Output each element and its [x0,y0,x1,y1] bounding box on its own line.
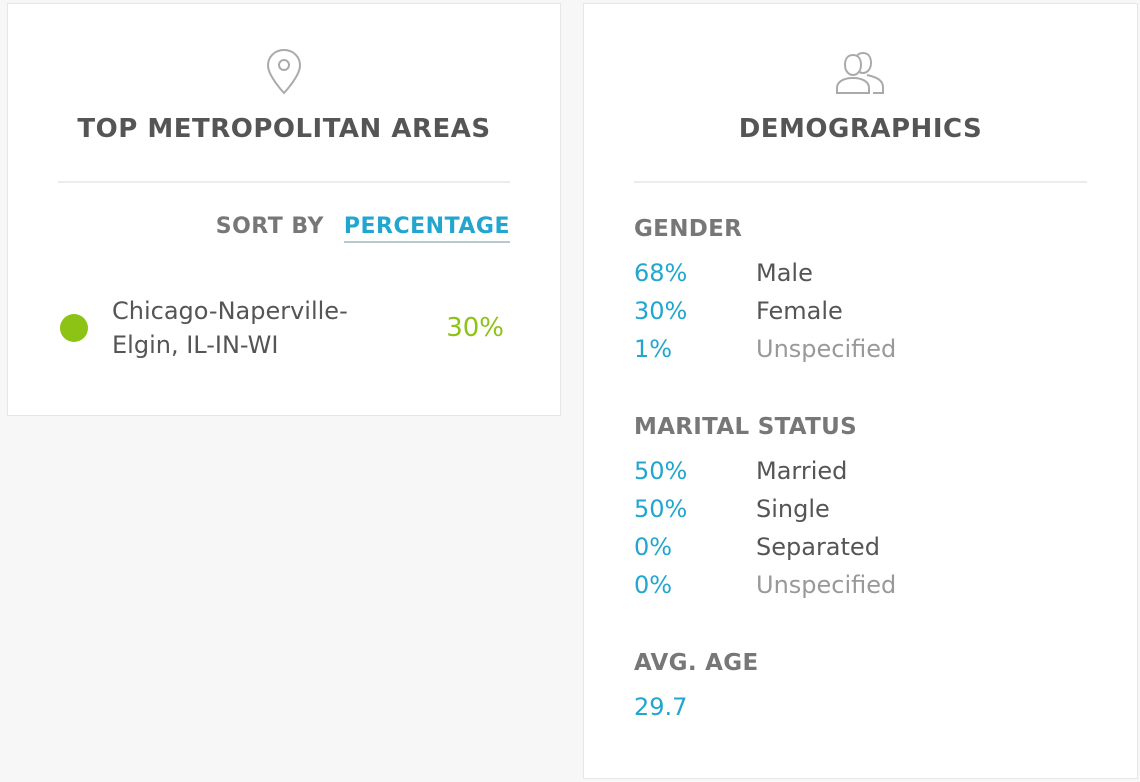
demographics-title: DEMOGRAPHICS [738,114,983,144]
stat-percent: 0% [634,571,673,599]
stat-label: Separated [756,533,880,561]
stat-percent: 1% [634,335,673,363]
gender-title: GENDER [634,216,743,242]
divider [634,181,1087,183]
sort-by-percentage-button[interactable]: PERCENTAGE [343,214,510,243]
metro-color-dot [60,314,88,342]
stat-label: Male [756,259,813,287]
marital-row-single: 50% Single [634,495,830,523]
avg-age-title: AVG. AGE [634,650,759,676]
gender-row-unspecified: 1% Unspecified [634,335,896,363]
marital-row-unspecified: 0% Unspecified [634,571,896,599]
divider [58,181,510,183]
stat-percent: 30% [634,297,688,325]
location-pin-icon [254,44,314,100]
gender-row-male: 68% Male [634,259,813,287]
list-item[interactable]: Chicago-Naperville-Elgin, IL-IN-WI 30% [60,294,504,362]
metro-title: TOP METROPOLITAN AREAS [77,114,491,144]
stat-percent: 68% [634,259,688,287]
sort-control: SORT BY PERCENTAGE [216,214,510,243]
metro-percent: 30% [446,313,504,343]
stat-label: Unspecified [756,571,897,599]
stat-percent: 0% [634,533,673,561]
avg-age-value: 29.7 [634,693,688,721]
stat-label: Single [756,495,830,523]
marital-row-separated: 0% Separated [634,533,880,561]
stat-label: Female [756,297,843,325]
marital-status-title: MARITAL STATUS [634,414,857,440]
people-icon [831,44,891,100]
stat-label: Unspecified [756,335,897,363]
sort-by-label: SORT BY [215,214,324,239]
demographics-card: DEMOGRAPHICS GENDER 68% Male 30% Female … [583,3,1138,779]
stat-label: Married [756,457,848,485]
stat-percent: 50% [634,495,688,523]
gender-row-female: 30% Female [634,297,843,325]
top-metro-areas-card: TOP METROPOLITAN AREAS SORT BY PERCENTAG… [7,3,561,416]
stat-percent: 50% [634,457,688,485]
marital-row-married: 50% Married [634,457,847,485]
metro-name: Chicago-Naperville-Elgin, IL-IN-WI [112,297,348,359]
